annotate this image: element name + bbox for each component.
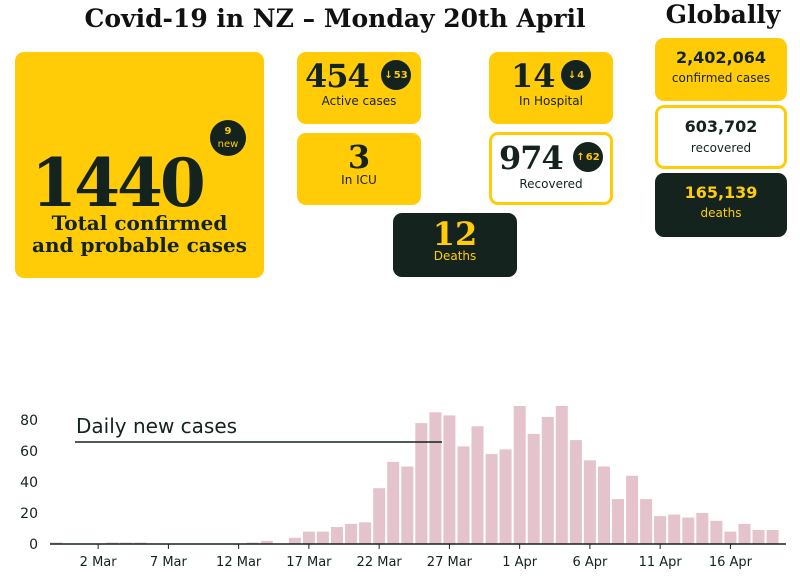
global-confirmed-card: 2,402,064 confirmed cases: [655, 38, 787, 101]
global-recovered-label: recovered: [690, 141, 752, 155]
bar-22-mar: [373, 488, 386, 544]
active-cases-label: Active cases: [321, 94, 397, 108]
bar-14-apr: [696, 513, 709, 544]
active-cases-value: 454: [305, 57, 370, 95]
bar-3-apr: [541, 416, 554, 544]
global-deaths-label: deaths: [700, 206, 742, 220]
recovered-value: 974: [499, 139, 564, 177]
bar-15-apr: [710, 520, 723, 545]
icu-label: In ICU: [341, 173, 377, 187]
global-recovered-card: 603,702 recovered: [655, 105, 787, 169]
bar-4-apr: [555, 406, 568, 544]
bar-29-mar: [471, 426, 484, 544]
x-tick-label: 11 Apr: [639, 555, 683, 570]
bar-3-mar: [106, 542, 119, 545]
icu-value: 3: [347, 138, 371, 176]
deaths-value: 12: [432, 215, 478, 253]
bar-16-mar: [288, 537, 301, 544]
x-tick-label: 2 Mar: [80, 555, 118, 570]
bar-5-mar: [134, 542, 147, 545]
x-tick-label: 12 Mar: [216, 555, 262, 570]
total-cases-label-1: Total confirmed: [51, 211, 228, 235]
bar-6-apr: [583, 460, 596, 544]
y-tick-label: 20: [20, 506, 38, 522]
y-tick-label: 80: [20, 413, 38, 429]
bar-5-apr: [569, 440, 582, 544]
x-tick-label: 22 Mar: [357, 555, 403, 570]
x-tick-label: 27 Mar: [427, 555, 473, 570]
global-recovered-value: 603,702: [684, 117, 758, 136]
bar-4-mar: [120, 542, 133, 545]
bar-27-mar: [443, 415, 456, 545]
hospital-card: 14 ↓ 4 In Hospital: [489, 52, 613, 124]
new-cases-value: 9: [224, 126, 232, 137]
x-tick-label: 1 Apr: [502, 555, 538, 570]
bar-13-apr: [682, 517, 695, 544]
bar-7-apr: [598, 466, 610, 544]
bar-18-mar: [316, 531, 329, 544]
arrow-down-icon: ↓: [567, 69, 577, 81]
global-confirmed-label: confirmed cases: [671, 71, 771, 85]
bar-23-mar: [387, 461, 400, 545]
bar-25-mar: [415, 423, 428, 544]
total-cases-card: 1440 9 new Total confirmed and probable …: [15, 52, 264, 278]
bar-26-mar: [429, 412, 442, 545]
recovered-change: 62: [585, 151, 600, 163]
x-tick-label: 6 Apr: [572, 555, 608, 570]
deaths-card: 12 Deaths: [393, 213, 517, 277]
active-cases-change-badge: ↓ 53: [381, 60, 411, 90]
bar-24-mar: [401, 466, 414, 544]
bar-11-apr: [654, 516, 667, 544]
bar-13-mar: [246, 542, 259, 545]
arrow-down-icon: ↓: [384, 69, 393, 81]
recovered-label: Recovered: [519, 177, 583, 191]
active-cases-card: 454 ↓ 53 Active cases: [297, 52, 421, 124]
arrow-up-icon: ↑: [576, 151, 585, 163]
y-tick-label: 0: [29, 537, 38, 553]
hospital-change: 4: [577, 69, 585, 81]
active-cases-change: 53: [393, 69, 408, 81]
icu-card: 3 In ICU: [297, 133, 421, 205]
x-tick-label: 17 Mar: [286, 555, 332, 570]
hospital-change-badge: ↓ 4: [561, 60, 591, 90]
global-title: Globally: [665, 0, 781, 29]
bar-16-apr: [724, 531, 737, 544]
bar-1-apr: [513, 406, 526, 544]
bar-2-apr: [527, 433, 540, 544]
hospital-value: 14: [511, 57, 556, 95]
bar-19-apr: [766, 530, 779, 544]
recovered-card: 974 ↑ 62 Recovered: [489, 132, 613, 205]
bar-8-apr: [612, 499, 624, 545]
bar-28-feb: [50, 542, 62, 545]
total-cases-value: 1440: [31, 144, 206, 222]
bar-21-mar: [359, 522, 372, 544]
bar-14-mar: [260, 540, 273, 544]
bar-17-apr: [738, 523, 751, 545]
bar-31-mar: [499, 449, 512, 544]
global-deaths-value: 165,139: [684, 183, 758, 202]
total-cases-label-2: and probable cases: [32, 233, 247, 257]
new-cases-badge: 9 new: [210, 120, 246, 156]
new-cases-label: new: [217, 139, 239, 150]
bar-20-mar: [345, 523, 358, 545]
y-tick-label: 40: [20, 475, 38, 491]
y-tick-label: 60: [20, 444, 38, 460]
deaths-label: Deaths: [433, 249, 477, 263]
chart-annotation: Daily new cases: [76, 414, 237, 438]
hospital-label: In Hospital: [519, 94, 583, 108]
x-tick-label: 16 Apr: [709, 555, 753, 570]
bar-18-apr: [752, 530, 765, 544]
global-deaths-card: 165,139 deaths: [655, 173, 787, 237]
recovered-change-badge: ↑ 62: [573, 142, 603, 172]
bar-12-apr: [668, 514, 681, 544]
bar-28-mar: [457, 446, 470, 545]
page-title: Covid-19 in NZ – Monday 20th April: [84, 4, 586, 33]
global-confirmed-value: 2,402,064: [675, 48, 767, 67]
bar-17-mar: [302, 531, 315, 544]
bar-10-apr: [640, 499, 653, 545]
x-tick-label: 7 Mar: [150, 555, 188, 570]
bar-9-apr: [626, 475, 639, 544]
bar-19-mar: [331, 527, 343, 545]
bar-30-mar: [485, 454, 498, 544]
